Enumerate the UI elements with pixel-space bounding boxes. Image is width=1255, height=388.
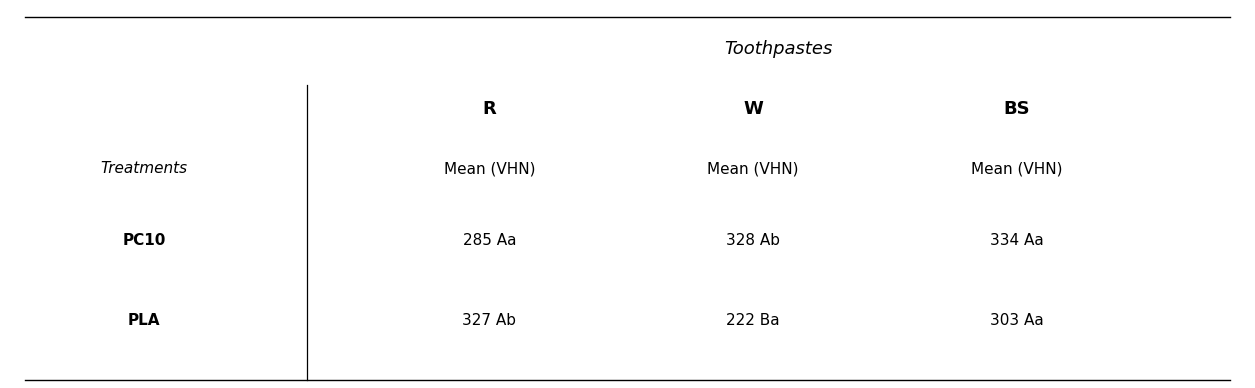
Text: 334 Aa: 334 Aa	[990, 233, 1043, 248]
Text: PC10: PC10	[123, 233, 166, 248]
Text: R: R	[483, 100, 496, 118]
Text: W: W	[743, 100, 763, 118]
Text: 303 Aa: 303 Aa	[990, 313, 1043, 327]
Text: Treatments: Treatments	[100, 161, 188, 176]
Text: BS: BS	[1003, 100, 1030, 118]
Text: 327 Ab: 327 Ab	[462, 313, 517, 327]
Text: PLA: PLA	[128, 313, 161, 327]
Text: 222 Ba: 222 Ba	[727, 313, 779, 327]
Text: Mean (VHN): Mean (VHN)	[444, 161, 535, 176]
Text: Mean (VHN): Mean (VHN)	[971, 161, 1062, 176]
Text: Toothpastes: Toothpastes	[724, 40, 832, 57]
Text: 328 Ab: 328 Ab	[725, 233, 781, 248]
Text: 285 Aa: 285 Aa	[463, 233, 516, 248]
Text: Mean (VHN): Mean (VHN)	[708, 161, 798, 176]
